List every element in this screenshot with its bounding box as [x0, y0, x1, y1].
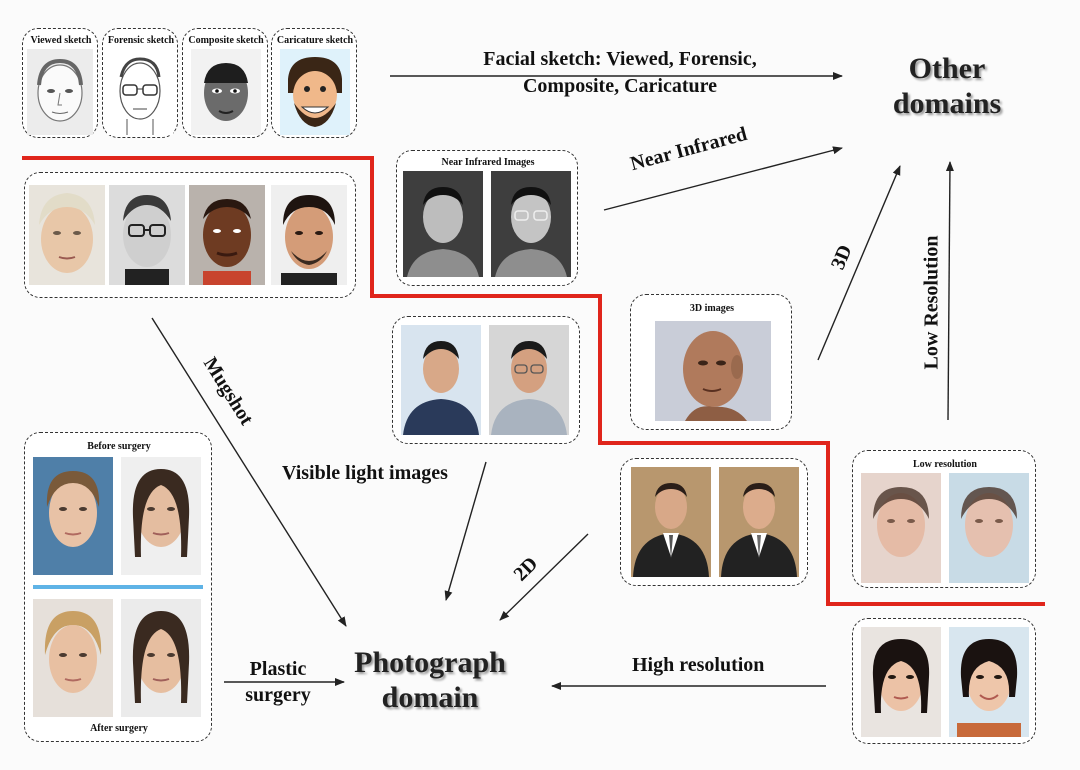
visible-photo-2 [489, 325, 569, 435]
near-infrared-panel: Near Infrared Images [396, 150, 578, 286]
after-surgery-photo-1 [33, 599, 113, 717]
low-res-photo-2 [949, 473, 1029, 583]
low-resolution-caption: Low resolution [913, 459, 977, 470]
high-res-photo-1 [861, 627, 941, 737]
low-res-photo-1 [861, 473, 941, 583]
3d-images-panel: 3D images [630, 294, 792, 430]
visible-photo-1 [401, 325, 481, 435]
plastic-surgery-label: Plastic surgery [238, 656, 318, 708]
arrow-2d-to-photo [499, 533, 589, 621]
surgery-separator-bar [33, 585, 203, 589]
2d-panel [620, 458, 808, 586]
before-surgery-photo-1 [33, 457, 113, 575]
forensic-sketch-image [107, 49, 173, 135]
composite-sketch-panel: Composite sketch [182, 28, 268, 138]
facial-sketch-label: Facial sketch: Viewed, Forensic, Composi… [450, 46, 790, 100]
before-surgery-caption: Before surgery [87, 441, 151, 452]
plastic-surgery-label-line-2: surgery [245, 684, 311, 706]
viewed-sketch-caption: Viewed sketch [30, 35, 92, 46]
caricature-sketch-panel: Caricature sketch [271, 28, 357, 138]
high-res-photo-2 [949, 627, 1029, 737]
visible-light-label: Visible light images [282, 462, 448, 484]
mugshot-photo-1 [29, 185, 105, 285]
near-infrared-caption: Near Infrared Images [441, 157, 535, 168]
mugshot-photo-2 [109, 185, 185, 285]
3d-images-caption: 3D images [689, 303, 735, 314]
photograph-domain-target: Photograph domain [340, 646, 520, 715]
other-domains-line-2: domains [892, 86, 1002, 120]
after-surgery-photo-2 [121, 599, 201, 717]
nir-photo-2 [491, 171, 571, 277]
2d-photo-1 [631, 467, 711, 577]
low-resolution-panel: Low resolution [852, 450, 1036, 588]
before-surgery-photo-2 [121, 457, 201, 575]
photograph-domain-line-1: Photograph [354, 646, 506, 679]
viewed-sketch-panel: Viewed sketch [22, 28, 98, 138]
after-surgery-caption: After surgery [90, 723, 148, 734]
facial-sketch-label-line-1: Facial sketch: Viewed, Forensic, [483, 48, 757, 70]
facial-sketch-label-line-2: Composite, Caricature [522, 75, 718, 97]
mugshot-photo-3 [189, 185, 265, 285]
viewed-sketch-image [27, 49, 93, 135]
high-resolution-panel [852, 618, 1036, 744]
composite-sketch-image [191, 49, 261, 135]
high-resolution-label: High resolution [632, 654, 765, 676]
arrow-mugshot-to-photo [151, 317, 347, 627]
low-resolution-label: Low Resolution [920, 235, 943, 370]
red-divider-line [22, 156, 1045, 606]
3d-face-image [655, 321, 771, 421]
forensic-sketch-caption: Forensic sketch [107, 35, 175, 46]
other-domains-line-1: Other [908, 52, 986, 85]
mugshot-photo-4 [271, 185, 347, 285]
mugshot-panel [24, 172, 356, 298]
composite-sketch-caption: Composite sketch [188, 35, 264, 46]
arrow-nir-to-other [603, 146, 843, 211]
arrow-visible-to-photo [444, 461, 487, 601]
visible-light-panel [392, 316, 580, 444]
caricature-sketch-caption: Caricature sketch [276, 35, 354, 46]
forensic-sketch-panel: Forensic sketch [102, 28, 178, 138]
photograph-domain-line-2: domain [381, 680, 479, 714]
plastic-surgery-panel: Before surgery [24, 432, 212, 742]
arrow-3d-to-other [817, 165, 901, 361]
arrow-lowres-to-other [945, 161, 954, 421]
2d-photo-2 [719, 467, 799, 577]
other-domains-target: Other domains [872, 52, 1022, 121]
plastic-surgery-label-line-1: Plastic [249, 658, 307, 680]
caricature-sketch-image [280, 49, 350, 135]
nir-photo-1 [403, 171, 483, 277]
